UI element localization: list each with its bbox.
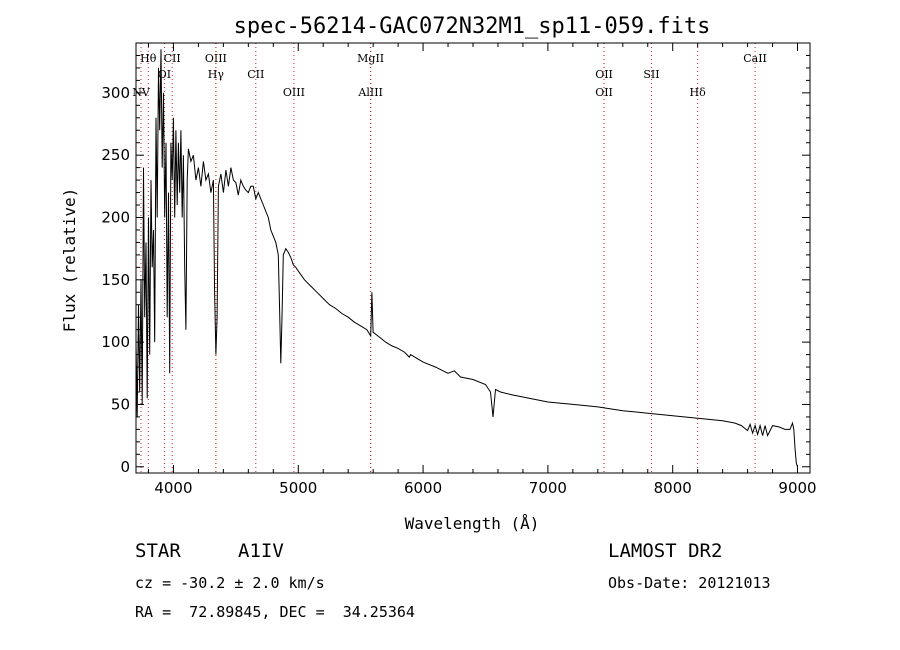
- line-marker-label: OIII: [205, 52, 227, 65]
- line-marker-label: Hγ: [208, 68, 225, 81]
- y-tick-label: 300: [101, 84, 130, 102]
- x-tick-label: 7000: [529, 479, 567, 497]
- x-axis-label: Wavelength (Å): [405, 514, 540, 533]
- y-tick-label: 250: [101, 146, 130, 164]
- axis-ticks: 4000 5000 6000 7000 8000 9000 0 50 100 150 200 250 3…: [101, 43, 817, 497]
- line-marker-label: OI: [158, 68, 171, 81]
- line-marker-label: SII: [643, 68, 659, 81]
- redshift-line: cz = -30.2 ± 2.0 km/s: [135, 574, 325, 592]
- line-marker-label: OIII: [283, 86, 305, 99]
- object-class: STAR: [135, 540, 181, 562]
- survey-name: LAMOST DR2: [608, 540, 723, 562]
- chart-title: spec-56214-GAC072N32M1_sp11-059.fits: [234, 14, 711, 39]
- x-tick-label: 8000: [654, 479, 692, 497]
- line-marker-label: OII: [595, 86, 613, 99]
- observation-date: Obs-Date: 20121013: [608, 574, 771, 592]
- y-tick-label: 50: [111, 395, 130, 413]
- line-marker-label: Hθ: [140, 52, 157, 65]
- plot-frame: [135, 42, 811, 474]
- line-marker-label: AlIII: [357, 86, 383, 99]
- y-tick-label: 200: [101, 208, 130, 226]
- y-axis-label: Flux (relative): [60, 188, 79, 333]
- x-tick-label: 6000: [404, 479, 442, 497]
- line-marker-label: CaII: [743, 52, 767, 65]
- x-tick-label: 9000: [778, 479, 816, 497]
- line-marker-label: CII: [247, 68, 264, 81]
- y-tick-label: 0: [120, 458, 130, 476]
- line-marker-label: OII: [595, 68, 613, 81]
- y-tick-label: 100: [101, 333, 130, 351]
- x-tick-label: 4000: [154, 479, 192, 497]
- object-subclass: A1IV: [238, 540, 284, 562]
- spectrum-series-line: [135, 49, 798, 467]
- coordinates-line: RA = 72.89845, DEC = 34.25364: [135, 603, 415, 621]
- line-marker-label: MgII: [357, 52, 384, 65]
- line-marker-label: CII: [164, 52, 181, 65]
- y-tick-label: 150: [101, 271, 130, 289]
- x-tick-label: 5000: [279, 479, 317, 497]
- line-marker-label: Hδ: [690, 86, 707, 99]
